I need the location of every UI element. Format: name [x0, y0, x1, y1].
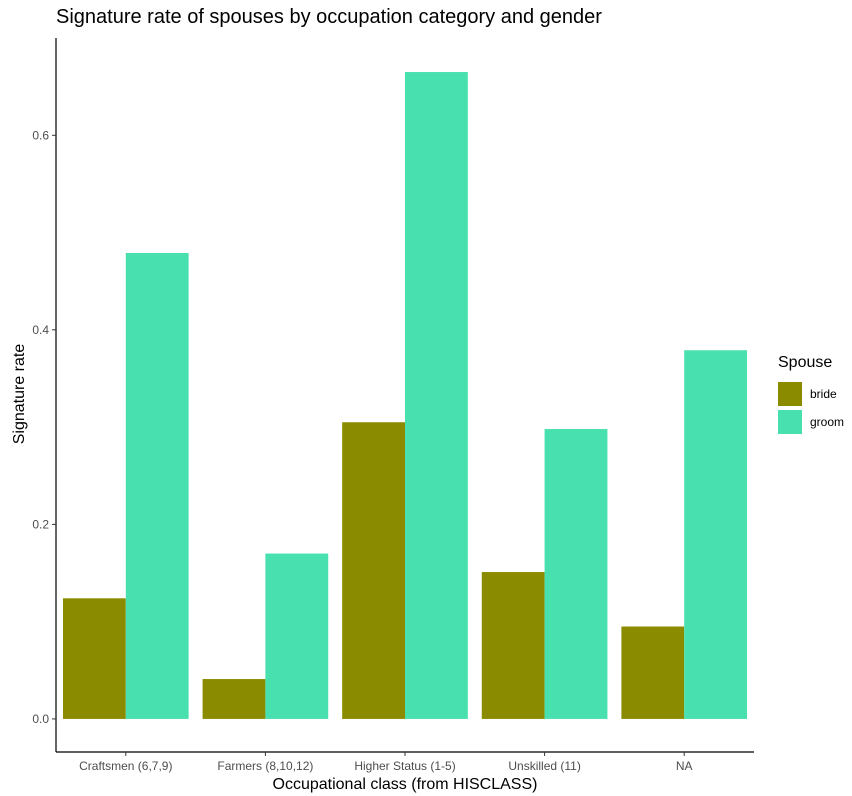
bar-groom-4 — [684, 350, 748, 719]
bar-groom-1 — [265, 553, 329, 719]
legend-swatch-groom — [778, 410, 802, 434]
x-tick-label-4: NA — [676, 759, 693, 773]
y-tick-label-3: 0.6 — [32, 128, 49, 142]
legend: Spouse bride groom — [778, 354, 844, 436]
bar-groom-0 — [125, 252, 189, 719]
legend-title: Spouse — [778, 354, 833, 371]
bar-bride-1 — [202, 679, 266, 719]
x-tick-label-2: Higher Status (1-5) — [354, 759, 455, 773]
legend-item-groom: groom — [778, 408, 844, 436]
y-tick-label-1: 0.2 — [32, 517, 49, 531]
bar-bride-4 — [621, 626, 685, 719]
y-tick-label-0: 0.0 — [32, 712, 49, 726]
bar-bride-0 — [62, 598, 126, 719]
legend-label-bride: bride — [810, 387, 837, 401]
x-axis-label: Occupational class (from HISCLASS) — [272, 776, 538, 793]
chart-title: Signature rate of spouses by occupation … — [56, 6, 602, 28]
y-tick-label-2: 0.4 — [32, 323, 49, 337]
x-tick-label-3: Unskilled (11) — [508, 759, 580, 773]
bar-groom-3 — [544, 429, 608, 719]
x-tick-label-1: Farmers (8,10,12) — [217, 759, 313, 773]
legend-swatch-bride — [778, 382, 802, 406]
bar-bride-2 — [342, 422, 405, 719]
x-tick-label-0: Craftsmen (6,7,9) — [79, 759, 172, 773]
bar-groom-2 — [405, 72, 468, 719]
legend-item-bride: bride — [778, 380, 844, 408]
legend-label-groom: groom — [810, 415, 845, 429]
bar-bride-3 — [481, 572, 545, 719]
